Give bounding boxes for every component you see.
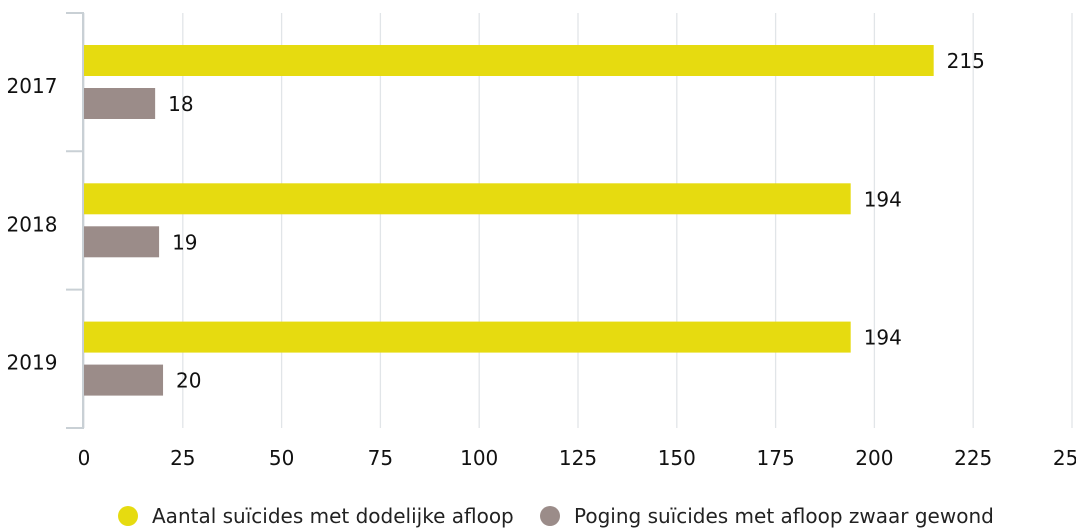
category-label-2018: 2018	[7, 212, 58, 236]
legend-item-aantal-suicides: Aantal suïcides met dodelijke afloop	[118, 504, 514, 528]
data-label-2017-series-1: 215	[947, 49, 985, 73]
x-tick-label-75: 75	[368, 446, 393, 470]
category-label-2019: 2019	[7, 351, 58, 375]
bar-2018-series-1	[84, 183, 851, 215]
data-label-2019-series-1: 194	[864, 326, 902, 350]
x-tick-label-250: 250	[1053, 446, 1076, 470]
bar-2017-series-2	[84, 88, 156, 119]
bar-2019-series-1	[84, 321, 851, 353]
data-label-2018-series-2: 19	[172, 230, 197, 254]
legend-item-poging-suicides: Poging suïcides met afloop zwaar gewond	[540, 504, 994, 528]
data-label-2019-series-2: 20	[176, 369, 201, 393]
data-label-2018-series-1: 194	[864, 187, 902, 211]
bar-2019-series-2	[84, 364, 164, 396]
x-tick-label-0: 0	[78, 446, 91, 470]
x-tick-label-150: 150	[658, 446, 696, 470]
data-label-2017-series-2: 18	[168, 92, 193, 116]
x-tick-label-25: 25	[170, 446, 195, 470]
x-tick-label-225: 225	[954, 446, 992, 470]
bar-2017-series-1	[84, 45, 934, 76]
x-tick-label-layer: 0 25 50 75 100 125 150 175 200 225 250	[78, 446, 1076, 470]
legend-yellow-dot-icon	[118, 506, 138, 526]
bar-layer	[84, 45, 934, 396]
category-label-2017: 2017	[7, 74, 58, 98]
x-tick-label-175: 175	[757, 446, 795, 470]
legend-gray-dot-icon	[540, 506, 560, 526]
y-axis	[66, 12, 84, 429]
x-tick-label-125: 125	[559, 446, 597, 470]
legend-label-poging-suicides: Poging suïcides met afloop zwaar gewond	[574, 504, 994, 528]
category-label-layer: 2017 2018 2019	[7, 74, 58, 375]
data-label-layer: 215 18 194 19 194 20	[168, 49, 985, 393]
legend-label-aantal-suicides: Aantal suïcides met dodelijke afloop	[152, 504, 514, 528]
x-tick-label-100: 100	[460, 446, 498, 470]
bar-2018-series-2	[84, 226, 160, 258]
x-tick-label-200: 200	[855, 446, 893, 470]
grid-lines	[83, 13, 1073, 428]
x-tick-label-50: 50	[269, 446, 294, 470]
chart-legend: Aantal suïcides met dodelijke afloop Pog…	[0, 500, 1076, 530]
